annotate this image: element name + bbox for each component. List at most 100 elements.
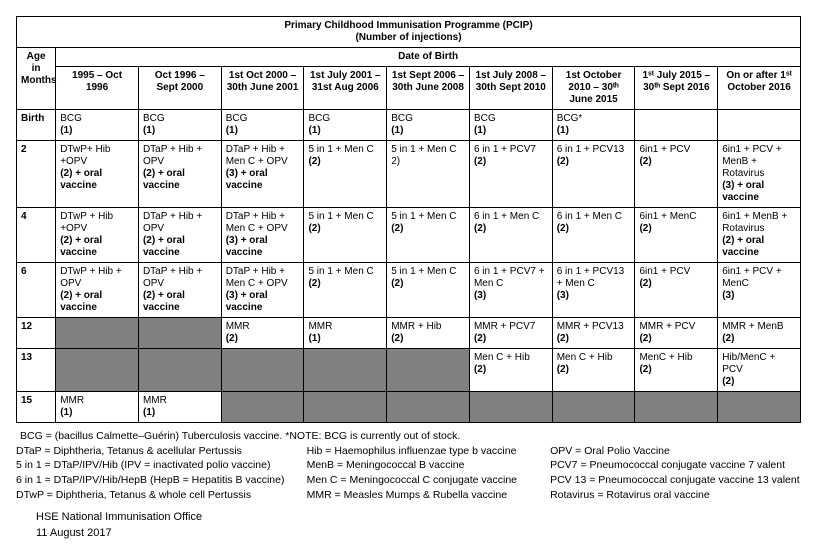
data-cell xyxy=(718,110,801,141)
data-cell xyxy=(304,349,387,392)
age-cell: 2 xyxy=(17,141,56,208)
data-cell: DTwP+ Hib +OPV(2) + oralvaccine xyxy=(56,141,139,208)
data-cell: 5 in 1 + Men C(2) xyxy=(387,208,470,263)
period-5: 1st July 2008 – 30th Sept 2010 xyxy=(469,67,552,110)
period-6: 1st October 2010 – 30ᵗʰ June 2015 xyxy=(552,67,635,110)
data-cell: MMR(1) xyxy=(56,392,139,423)
data-cell xyxy=(56,318,139,349)
data-cell: 6in1 + PCV(2) xyxy=(635,141,718,208)
dob-header: Date of Birth xyxy=(56,48,801,67)
data-cell: BCG(1) xyxy=(469,110,552,141)
period-7: 1ˢᵗ July 2015 – 30ᵗʰ Sept 2016 xyxy=(635,67,718,110)
data-cell: 6 in 1 + PCV7(2) xyxy=(469,141,552,208)
table-title: Primary Childhood Immunisation Programme… xyxy=(17,17,801,48)
period-3: 1st July 2001 – 31st Aug 2006 xyxy=(304,67,387,110)
data-cell xyxy=(56,349,139,392)
table-row: 4DTwP + Hib +OPV(2) + oralvaccineDTaP + … xyxy=(17,208,801,263)
data-cell: DTaP + Hib + Men C + OPV(3) + oralvaccin… xyxy=(221,208,304,263)
period-0: 1995 – Oct 1996 xyxy=(56,67,139,110)
age-cell: 12 xyxy=(17,318,56,349)
data-cell: BCG(1) xyxy=(221,110,304,141)
data-cell: 6in1 + PCV + MenB + Rotavirus(3) + oralv… xyxy=(718,141,801,208)
data-cell: MMR + PCV7(2) xyxy=(469,318,552,349)
period-2: 1st Oct 2000 – 30th June 2001 xyxy=(221,67,304,110)
data-cell: BCG(1) xyxy=(138,110,221,141)
footer-org: HSE National Immunisation Office xyxy=(36,510,801,525)
data-cell xyxy=(221,392,304,423)
data-cell xyxy=(635,392,718,423)
data-cell: BCG(1) xyxy=(304,110,387,141)
data-cell: MMR(2) xyxy=(221,318,304,349)
period-4: 1st Sept 2006 – 30th June 2008 xyxy=(387,67,470,110)
data-cell: BCG(1) xyxy=(56,110,139,141)
data-cell: 5 in 1 + Men C(2) xyxy=(387,263,470,318)
data-cell xyxy=(469,392,552,423)
data-cell xyxy=(138,349,221,392)
data-cell: 5 in 1 + Men C 2) xyxy=(387,141,470,208)
table-row: 2DTwP+ Hib +OPV(2) + oralvaccineDTaP + H… xyxy=(17,141,801,208)
period-8: On or after 1ˢᵗ October 2016 xyxy=(718,67,801,110)
age-cell: Birth xyxy=(17,110,56,141)
data-cell xyxy=(221,349,304,392)
data-cell: Men C + Hib(2) xyxy=(469,349,552,392)
data-cell xyxy=(387,392,470,423)
data-cell: MMR + MenB(2) xyxy=(718,318,801,349)
data-cell: MMR(1) xyxy=(138,392,221,423)
data-cell xyxy=(718,392,801,423)
table-row: 13Men C + Hib(2)Men C + Hib(2)MenC + Hib… xyxy=(17,349,801,392)
period-1: Oct 1996 – Sept 2000 xyxy=(138,67,221,110)
age-header: Age in Months xyxy=(17,48,56,110)
footnote-col2: Hib = Haemophilus influenzae type b vacc… xyxy=(307,444,543,503)
footnotes: BCG = (bacillus Calmette–Guérin) Tubercu… xyxy=(16,429,801,502)
data-cell: MenC + Hib(2) xyxy=(635,349,718,392)
data-cell: MMR + PCV13(2) xyxy=(552,318,635,349)
data-cell: 5 in 1 + Men C(2) xyxy=(304,208,387,263)
table-body: BirthBCG(1)BCG(1)BCG(1)BCG(1)BCG(1)BCG(1… xyxy=(17,110,801,423)
data-cell: DTwP + Hib + OPV(2) + oralvaccine xyxy=(56,263,139,318)
footnote-top: BCG = (bacillus Calmette–Guérin) Tubercu… xyxy=(20,429,801,444)
table-row: 15MMR(1)MMR(1) xyxy=(17,392,801,423)
title-line1: Primary Childhood Immunisation Programme… xyxy=(284,20,532,31)
data-cell: 5 in 1 + Men C(2) xyxy=(304,141,387,208)
data-cell: MMR + Hib(2) xyxy=(387,318,470,349)
data-cell: 6 in 1 + Men C(2) xyxy=(469,208,552,263)
data-cell: DTaP + Hib + Men C + OPV(3) + oralvaccin… xyxy=(221,263,304,318)
data-cell xyxy=(635,110,718,141)
data-cell: BCG(1) xyxy=(387,110,470,141)
data-cell: DTwP + Hib +OPV(2) + oralvaccine xyxy=(56,208,139,263)
data-cell: MMR + PCV(2) xyxy=(635,318,718,349)
data-cell: DTaP + Hib + OPV(2) + oralvaccine xyxy=(138,208,221,263)
data-cell: BCG*(1) xyxy=(552,110,635,141)
data-cell: DTaP + Hib + OPV(2) + oralvaccine xyxy=(138,141,221,208)
data-cell xyxy=(304,392,387,423)
age-cell: 4 xyxy=(17,208,56,263)
table-row: 6DTwP + Hib + OPV(2) + oralvaccineDTaP +… xyxy=(17,263,801,318)
title-line2: (Number of injections) xyxy=(355,32,461,43)
data-cell: Hib/MenC + PCV(2) xyxy=(718,349,801,392)
data-cell: 6in1 + MenB + Rotavirus(2) + oralvaccine xyxy=(718,208,801,263)
data-cell xyxy=(387,349,470,392)
table-row: 12MMR(2)MMR(1)MMR + Hib(2)MMR + PCV7(2)M… xyxy=(17,318,801,349)
pcip-table: Primary Childhood Immunisation Programme… xyxy=(16,16,801,423)
footer: HSE National Immunisation Office 11 Augu… xyxy=(36,510,801,541)
footer-date: 11 August 2017 xyxy=(36,526,801,541)
data-cell: 6in1 + PCV(2) xyxy=(635,263,718,318)
data-cell: MMR(1) xyxy=(304,318,387,349)
data-cell: 6 in 1 + PCV13(2) xyxy=(552,141,635,208)
footnote-col1: DTaP = Diphtheria, Tetanus & acellular P… xyxy=(16,444,299,503)
data-cell: DTaP + Hib + Men C + OPV(3) + oralvaccin… xyxy=(221,141,304,208)
data-cell: 6in1 + PCV + MenC(3) xyxy=(718,263,801,318)
data-cell xyxy=(138,318,221,349)
data-cell: 6in1 + MenC(2) xyxy=(635,208,718,263)
data-cell: 6 in 1 + PCV7 + Men C(3) xyxy=(469,263,552,318)
data-cell: Men C + Hib(2) xyxy=(552,349,635,392)
data-cell: 5 in 1 + Men C(2) xyxy=(304,263,387,318)
period-header-row: 1995 – Oct 1996 Oct 1996 – Sept 2000 1st… xyxy=(17,67,801,110)
table-row: BirthBCG(1)BCG(1)BCG(1)BCG(1)BCG(1)BCG(1… xyxy=(17,110,801,141)
data-cell: 6 in 1 + PCV13 + Men C(3) xyxy=(552,263,635,318)
footnote-col3: OPV = Oral Polio Vaccine PCV7 = Pneumoco… xyxy=(550,444,817,503)
data-cell xyxy=(552,392,635,423)
data-cell: 6 in 1 + Men C(2) xyxy=(552,208,635,263)
data-cell: DTaP + Hib + OPV(2) + oralvaccine xyxy=(138,263,221,318)
age-cell: 13 xyxy=(17,349,56,392)
